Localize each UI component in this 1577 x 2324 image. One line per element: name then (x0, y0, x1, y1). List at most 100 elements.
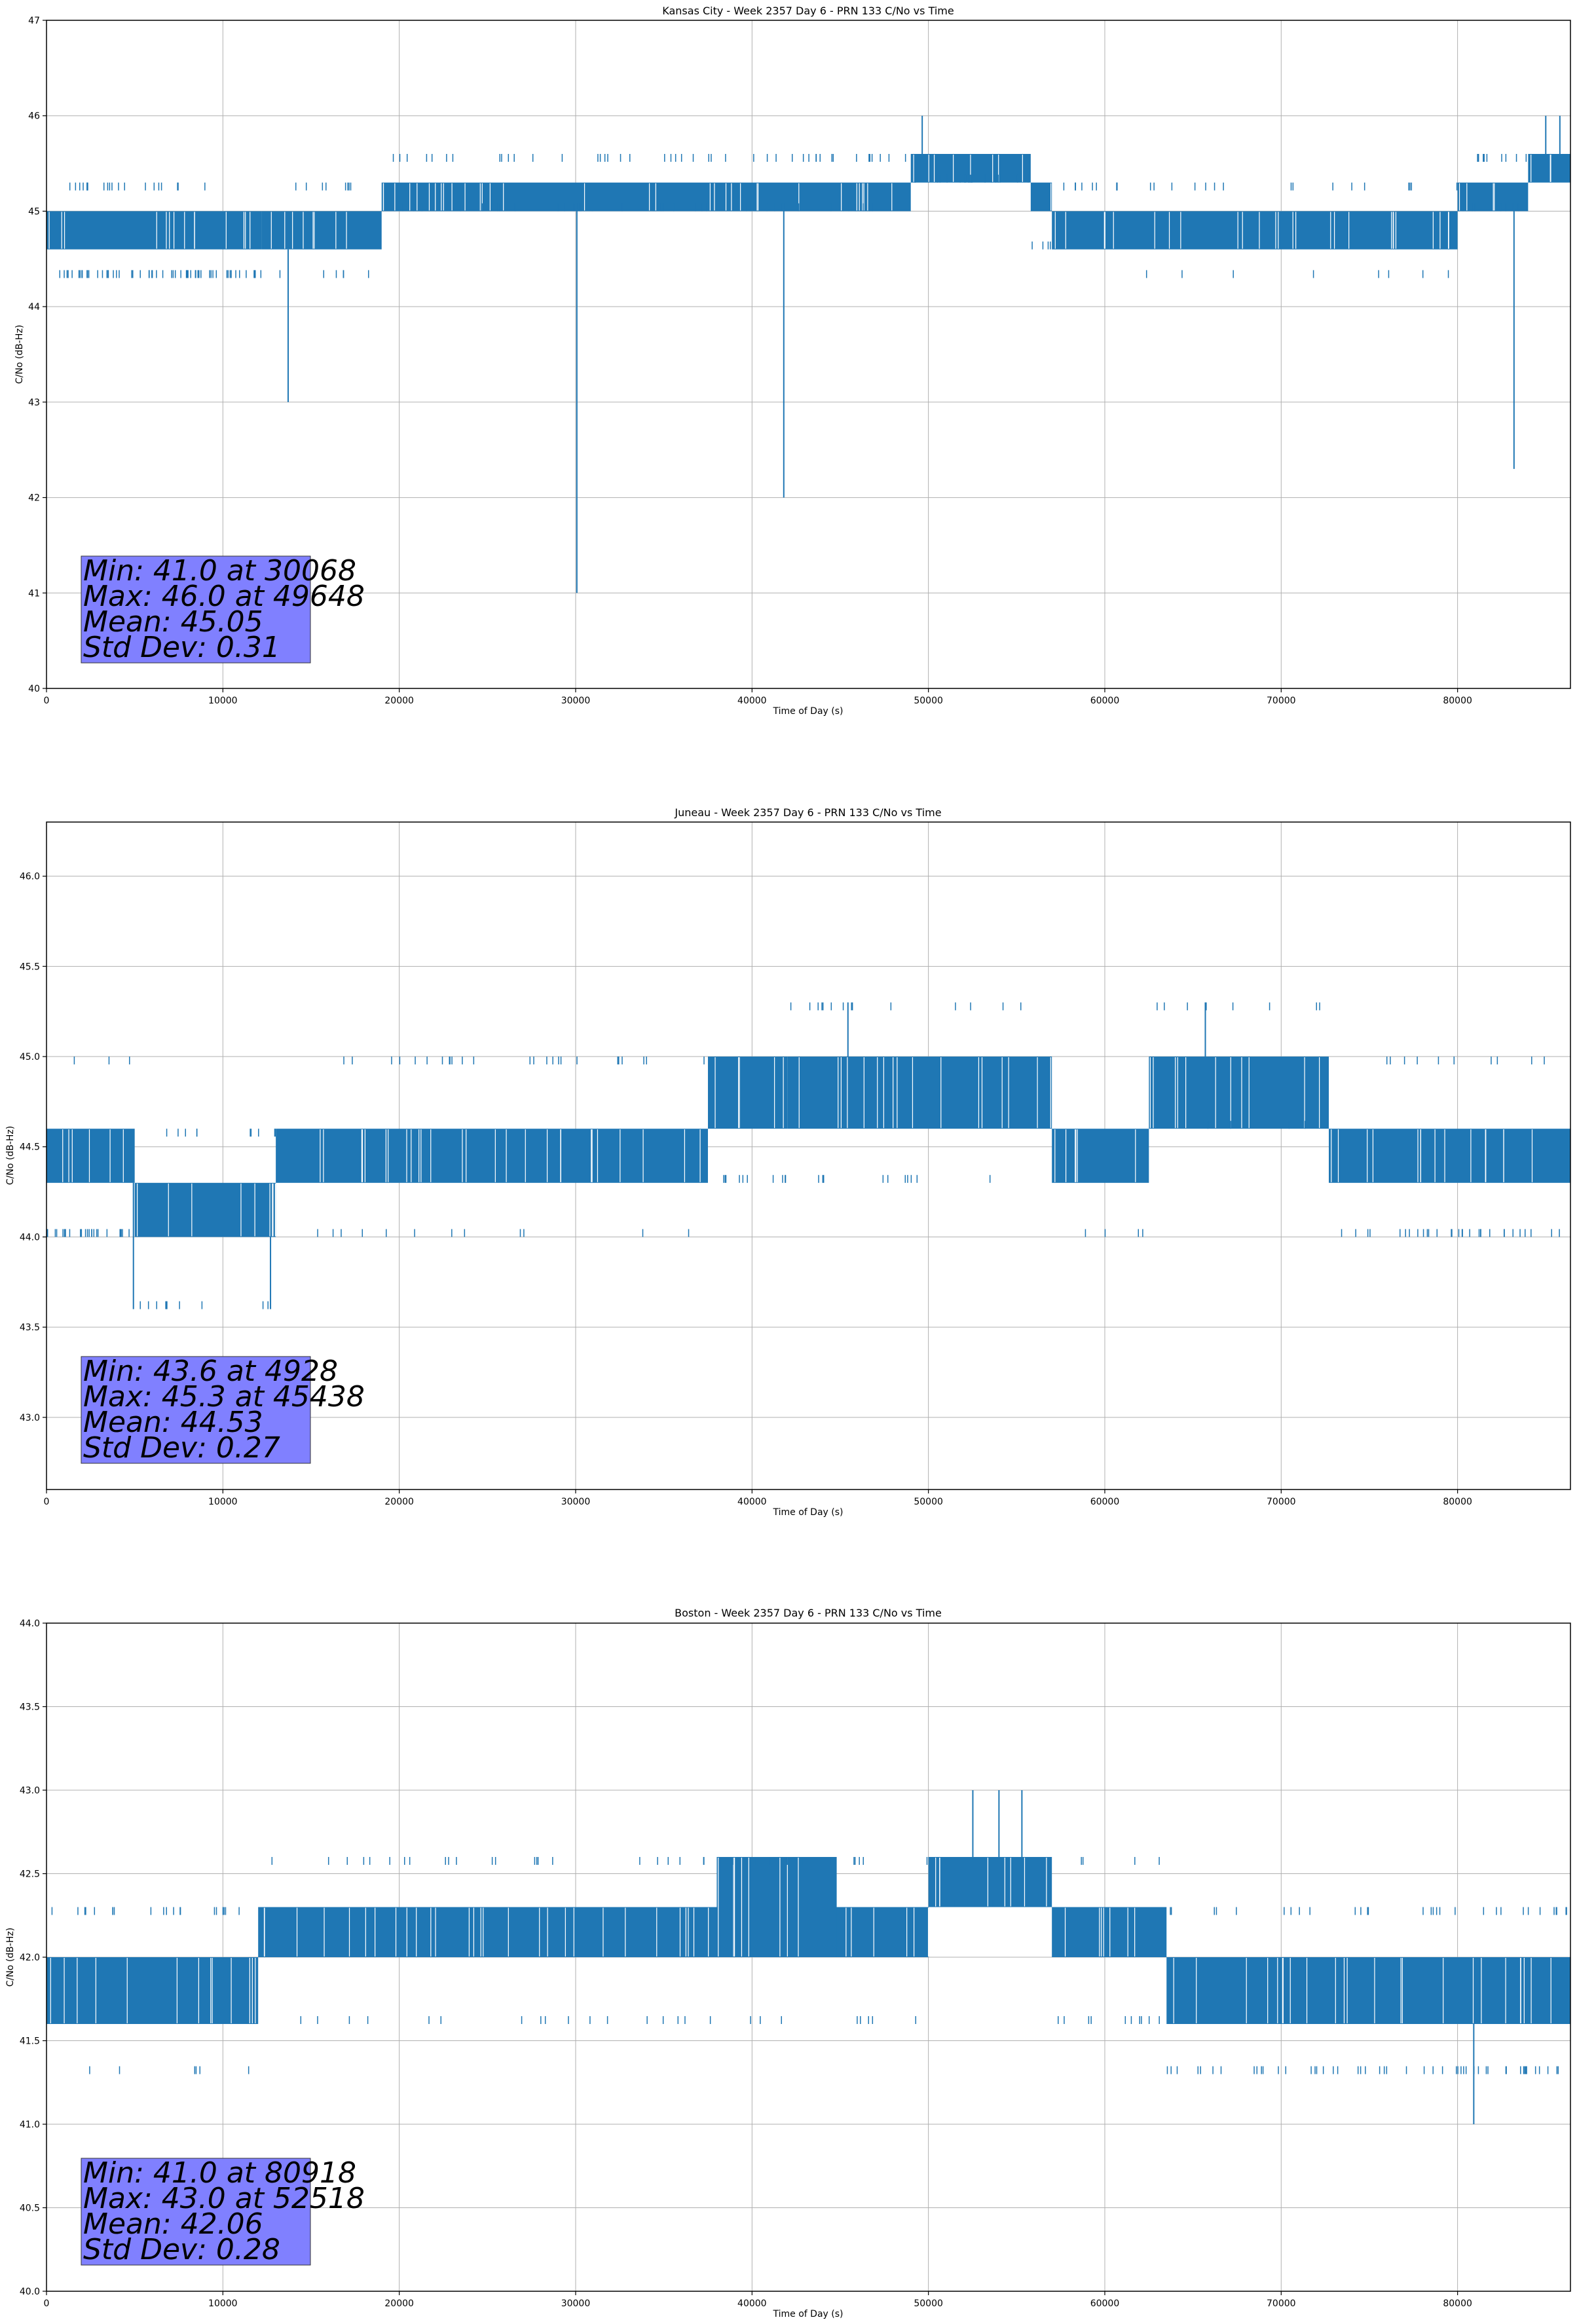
stats-min: Min: 41.0 at 30068 (83, 554, 356, 588)
chart-title: Boston - Week 2357 Day 6 - PRN 133 C/No … (675, 1607, 942, 1619)
y-axis-label: C/No (dB-Hz) (5, 1928, 16, 1987)
x-tick-label: 0 (44, 2298, 50, 2309)
axis-ticks: 0 10000 20000 30000 40000 50000 60000 70000 8000… (28, 16, 1472, 706)
x-tick-label: 50000 (914, 2298, 943, 2309)
x-tick-label: 50000 (914, 696, 943, 706)
y-tick-label: 45.0 (20, 1052, 40, 1062)
x-tick-label: 40000 (737, 1497, 767, 1507)
x-tick-label: 10000 (208, 2298, 238, 2309)
y-tick-label: 43.0 (20, 1786, 40, 1796)
y-tick-label: 46 (28, 111, 40, 122)
stats-box-background (81, 1356, 311, 1464)
stats-min: Min: 41.0 at 80918 (83, 2156, 356, 2190)
x-tick-label: 0 (44, 696, 50, 706)
y-tick-label: 43.5 (20, 1702, 40, 1713)
cno-band (276, 1129, 708, 1183)
cno-band (1528, 154, 1570, 183)
cno-band (381, 182, 911, 212)
y-tick-label: 41.0 (20, 2120, 40, 2130)
cno-band (1030, 182, 1052, 212)
y-tick-label: 41.5 (20, 2036, 40, 2047)
y-tick-label: 40 (28, 684, 40, 694)
y-tick-label: 42 (28, 493, 40, 504)
stats-box: Min: 43.6 at 4928 Max: 45.3 at 45438 Mea… (81, 1355, 365, 1465)
y-tick-label: 47 (28, 16, 40, 26)
y-tick-label: 44.5 (20, 1142, 40, 1153)
cno-band (787, 1057, 1052, 1129)
x-axis-label: Time of Day (s) (773, 2309, 844, 2319)
y-tick-label: 45 (28, 206, 40, 217)
y-tick-label: 41 (28, 588, 40, 599)
stats-mean: Mean: 44.53 (83, 1406, 263, 1439)
y-tick-label: 44 (28, 302, 40, 312)
stats-box: Min: 41.0 at 80918 Max: 43.0 at 52518 Me… (81, 2156, 365, 2266)
cno-band (1052, 1907, 1167, 1957)
x-axis-label: Time of Day (s) (773, 1507, 844, 1518)
cno-band (1052, 1129, 1149, 1183)
x-tick-label: 40000 (737, 696, 767, 706)
y-tick-label: 45.5 (20, 962, 40, 972)
x-tick-label: 0 (44, 1497, 50, 1507)
axis-ticks: 0 10000 20000 30000 40000 50000 60000 70000 8000… (20, 872, 1472, 1507)
cno-band (1149, 1057, 1329, 1129)
cno-band (261, 211, 382, 250)
x-tick-label: 50000 (914, 1497, 943, 1507)
data-series (46, 1002, 1570, 1309)
cno-band (1457, 182, 1529, 212)
y-tick-label: 44.0 (20, 1619, 40, 1629)
data-series (46, 115, 1570, 593)
y-tick-label: 44.0 (20, 1232, 40, 1243)
chart-boston: Boston - Week 2357 Day 6 - PRN 133 C/No … (5, 1607, 1571, 2319)
x-tick-label: 80000 (1443, 696, 1472, 706)
cno-band (46, 1129, 135, 1183)
chart-kansas-city: Kansas City - Week 2357 Day 6 - PRN 133 … (14, 5, 1571, 717)
y-axis-label: C/No (dB-Hz) (14, 325, 25, 384)
x-tick-label: 70000 (1267, 696, 1296, 706)
axes-frame (46, 821, 1571, 1490)
stats-mean: Mean: 45.05 (83, 605, 263, 639)
cno-band (46, 1957, 259, 2024)
stats-box: Min: 41.0 at 30068 Max: 46.0 at 49648 Me… (81, 554, 365, 664)
x-tick-label: 70000 (1267, 2298, 1296, 2309)
axes-frame (46, 20, 1571, 689)
y-tick-label: 42.5 (20, 1869, 40, 1880)
y-tick-label: 43.0 (20, 1413, 40, 1423)
x-tick-label: 20000 (384, 2298, 414, 2309)
x-tick-label: 60000 (1090, 696, 1120, 706)
chart-title: Juneau - Week 2357 Day 6 - PRN 133 C/No … (674, 806, 941, 819)
x-tick-label: 20000 (384, 696, 414, 706)
cno-band (707, 1057, 788, 1129)
cno-band (1166, 1957, 1570, 2024)
y-tick-label: 43 (28, 398, 40, 408)
stats-std-dev: Std Dev: 0.27 (83, 1431, 280, 1465)
x-tick-label: 60000 (1090, 2298, 1120, 2309)
y-tick-label: 42.0 (20, 1953, 40, 1963)
x-tick-label: 60000 (1090, 1497, 1120, 1507)
y-tick-label: 40.0 (20, 2287, 40, 2297)
cno-band (928, 1857, 1052, 1907)
stats-box-background (81, 555, 311, 664)
cno-band (1329, 1129, 1570, 1183)
x-tick-label: 30000 (561, 696, 591, 706)
x-tick-label: 20000 (384, 1497, 414, 1507)
stats-min: Min: 43.6 at 4928 (83, 1355, 338, 1388)
x-tick-label: 10000 (208, 1497, 238, 1507)
stats-max: Max: 45.3 at 45438 (83, 1380, 365, 1414)
chart-title: Kansas City - Week 2357 Day 6 - PRN 133 … (662, 5, 954, 17)
stats-std-dev: Std Dev: 0.28 (83, 2233, 280, 2266)
cno-band (1052, 211, 1458, 250)
y-tick-label: 43.5 (20, 1322, 40, 1333)
x-tick-label: 10000 (208, 696, 238, 706)
stats-std-dev: Std Dev: 0.31 (83, 631, 280, 664)
y-tick-label: 46.0 (20, 872, 40, 882)
cno-band (46, 211, 262, 250)
cno-band (134, 1182, 276, 1237)
stats-max: Max: 43.0 at 52518 (83, 2182, 365, 2215)
x-tick-label: 80000 (1443, 1497, 1472, 1507)
x-tick-label: 30000 (561, 1497, 591, 1507)
data-series (46, 1790, 1570, 2124)
stats-box-background (81, 2158, 311, 2266)
chart-juneau: Juneau - Week 2357 Day 6 - PRN 133 C/No … (5, 806, 1571, 1518)
x-axis-label: Time of Day (s) (773, 706, 844, 717)
